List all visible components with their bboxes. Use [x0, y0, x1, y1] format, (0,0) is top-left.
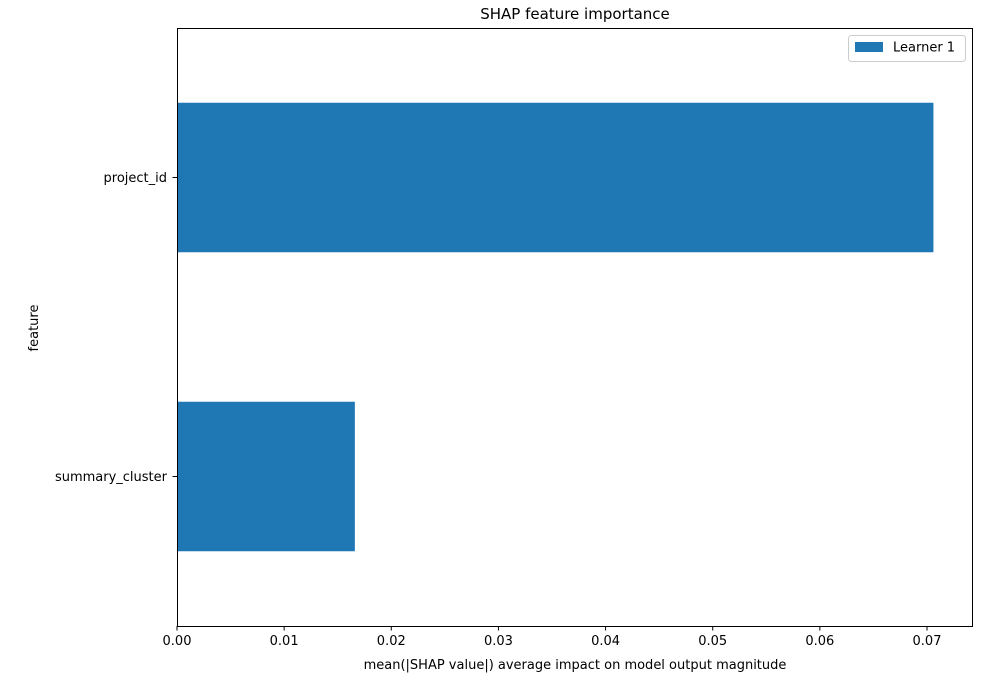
- legend-label-learner-1: Learner 1: [893, 41, 955, 56]
- legend: Learner 1: [848, 35, 966, 62]
- x-tick-label: 0.02: [377, 634, 406, 649]
- x-tick-label: 0.05: [698, 634, 727, 649]
- x-tick-label: 0.03: [484, 634, 513, 649]
- y-tick-label-project-id: project_id: [104, 171, 167, 186]
- bar-summary-cluster: [177, 401, 355, 552]
- y-tick-label-summary-cluster: summary_cluster: [55, 470, 168, 485]
- x-tick-label: 0.00: [163, 634, 192, 649]
- x-axis: 0.00 0.01 0.02 0.03 0.04 0.05 0.06 0.07: [163, 626, 942, 649]
- chart-title: SHAP feature importance: [480, 5, 670, 23]
- x-tick-label: 0.01: [270, 634, 299, 649]
- y-axis: project_id summary_cluster: [55, 171, 177, 485]
- x-tick-label: 0.04: [591, 634, 620, 649]
- x-tick-label: 0.06: [805, 634, 834, 649]
- bar-project-id: [177, 102, 934, 253]
- legend-swatch: [855, 42, 883, 52]
- y-axis-label: feature: [27, 305, 42, 352]
- bars-layer: [177, 102, 934, 552]
- x-tick-label: 0.07: [913, 634, 942, 649]
- x-axis-label: mean(|SHAP value|) average impact on mod…: [364, 658, 787, 673]
- plot-frame: [177, 28, 973, 627]
